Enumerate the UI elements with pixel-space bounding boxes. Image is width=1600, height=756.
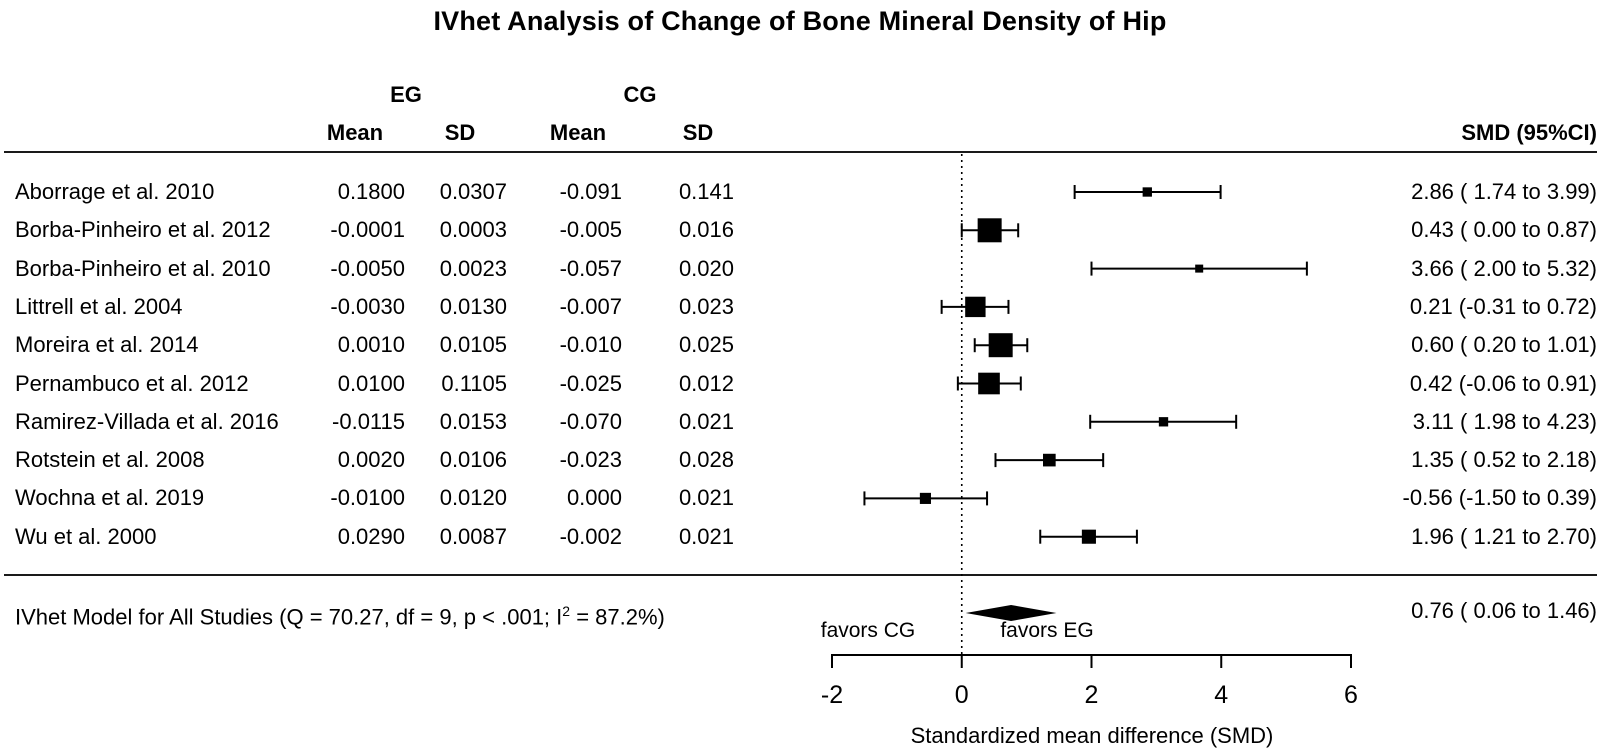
eg-sd-value: 0.1105 [441, 371, 507, 396]
eg-mean-value: 0.0010 [337, 332, 405, 357]
effect-size-box [1043, 453, 1056, 467]
x-axis-tick-label: 6 [1344, 681, 1358, 709]
eg-mean-value: 0.0290 [337, 524, 405, 549]
summary-label-suffix: = 87.2%) [570, 604, 665, 630]
cg-sd-value: 0.025 [678, 332, 734, 357]
eg-sd-value: 0.0106 [439, 447, 507, 472]
cg-sd-value: 0.028 [678, 447, 734, 472]
effect-size-box [978, 372, 1000, 395]
smd-ci-value: 0.43 ( 0.00 to 0.87) [1411, 217, 1597, 242]
favors-eg-label: favors EG [1000, 619, 1094, 642]
effect-size-box [988, 333, 1013, 358]
effect-size-box [965, 296, 986, 318]
eg-mean-value: 0.0100 [337, 371, 405, 396]
study-name: Aborrage et al. 2010 [15, 179, 215, 204]
x-axis-tick-label: 0 [955, 681, 969, 709]
header-divider-rule [4, 151, 1597, 153]
eg-sd-value: 0.0120 [439, 485, 507, 510]
x-axis-title: Standardized mean difference (SMD) [910, 723, 1274, 748]
cg-mean-value: -0.091 [559, 179, 622, 204]
study-name: Wu et al. 2000 [15, 524, 157, 549]
eg-sd-value: 0.0130 [439, 294, 507, 319]
cg-sd-value: 0.141 [678, 179, 734, 204]
smd-ci-value: 0.21 (-0.31 to 0.72) [1409, 294, 1597, 319]
study-name: Borba-Pinheiro et al. 2010 [15, 256, 271, 281]
eg-mean-value: -0.0030 [330, 294, 405, 319]
cg-mean-value: 0.000 [566, 485, 622, 510]
smd-ci-value: 2.86 ( 1.74 to 3.99) [1411, 179, 1597, 204]
column-header-cg-sd: SD [682, 120, 714, 145]
eg-sd-value: 0.0307 [439, 179, 507, 204]
eg-mean-value: 0.1800 [337, 179, 405, 204]
study-name: Rotstein et al. 2008 [15, 447, 205, 472]
column-header-eg-group: EG [390, 82, 422, 107]
eg-sd-value: 0.0023 [439, 256, 507, 281]
study-name: Borba-Pinheiro et al. 2012 [15, 217, 271, 242]
x-axis-tick-label: -2 [821, 681, 843, 709]
cg-sd-value: 0.021 [678, 409, 734, 434]
smd-ci-value: 0.42 (-0.06 to 0.91) [1409, 371, 1597, 396]
eg-mean-value: -0.0001 [330, 217, 405, 242]
cg-sd-value: 0.021 [678, 524, 734, 549]
column-header-eg-sd: SD [444, 120, 476, 145]
cg-sd-value: 0.021 [678, 485, 734, 510]
eg-sd-value: 0.0153 [439, 409, 507, 434]
cg-mean-value: -0.002 [559, 524, 622, 549]
cg-sd-value: 0.020 [678, 256, 734, 281]
cg-mean-value: -0.057 [559, 256, 622, 281]
cg-sd-value: 0.012 [678, 371, 734, 396]
summary-diamond [965, 605, 1057, 621]
cg-sd-value: 0.023 [678, 294, 734, 319]
study-name: Pernambuco et al. 2012 [15, 371, 249, 396]
effect-size-box [977, 218, 1002, 243]
eg-mean-value: -0.0050 [330, 256, 405, 281]
smd-ci-value: 3.66 ( 2.00 to 5.32) [1411, 256, 1597, 281]
study-name: Wochna et al. 2019 [15, 485, 205, 510]
summary-smd-value: 0.76 ( 0.06 to 1.46) [1411, 598, 1597, 623]
summary-model-label: IVhet Model for All Studies (Q = 70.27, … [15, 597, 665, 631]
cg-mean-value: -0.070 [559, 409, 622, 434]
effect-size-box [1158, 417, 1169, 427]
eg-mean-value: -0.0100 [330, 485, 405, 510]
eg-sd-value: 0.0105 [439, 332, 507, 357]
column-header-cg-mean: Mean [549, 120, 607, 145]
cg-mean-value: -0.010 [559, 332, 622, 357]
x-axis-tick-label: 4 [1214, 681, 1228, 709]
cg-mean-value: -0.023 [559, 447, 622, 472]
cg-sd-value: 0.016 [678, 217, 734, 242]
favors-cg-label: favors CG [820, 619, 916, 642]
eg-sd-value: 0.0087 [439, 524, 507, 549]
effect-size-box [919, 492, 931, 504]
summary-label-text: IVhet Model for All Studies (Q = 70.27, … [15, 604, 563, 630]
column-header-cg-group: CG [623, 82, 657, 107]
smd-ci-value: 3.11 ( 1.98 to 4.23) [1412, 409, 1597, 434]
cg-mean-value: -0.005 [559, 217, 622, 242]
study-name: Moreira et al. 2014 [15, 332, 199, 357]
column-header-eg-mean: Mean [326, 120, 384, 145]
summary-divider-rule [4, 574, 1597, 576]
eg-mean-value: 0.0020 [337, 447, 405, 472]
cg-mean-value: -0.007 [559, 294, 622, 319]
study-name: Littrell et al. 2004 [15, 294, 183, 319]
effect-size-box [1195, 264, 1204, 273]
x-axis-tick-label: 2 [1085, 681, 1099, 709]
eg-sd-value: 0.0003 [439, 217, 507, 242]
effect-size-box [1142, 187, 1152, 197]
study-name: Ramirez-Villada et al. 2016 [15, 409, 279, 434]
smd-ci-value: 1.96 ( 1.21 to 2.70) [1411, 524, 1597, 549]
effect-size-box [1081, 529, 1096, 544]
chart-title: IVhet Analysis of Change of Bone Mineral… [433, 6, 1167, 36]
smd-ci-value: 0.60 ( 0.20 to 1.01) [1411, 332, 1597, 357]
column-header-smd-ci: SMD (95%CI) [1461, 120, 1597, 145]
smd-ci-value: 1.35 ( 0.52 to 2.18) [1411, 447, 1597, 472]
smd-ci-value: -0.56 (-1.50 to 0.39) [1402, 485, 1597, 510]
summary-label-superscript: 2 [562, 603, 571, 619]
cg-mean-value: -0.025 [559, 371, 622, 396]
eg-mean-value: -0.0115 [332, 409, 405, 434]
